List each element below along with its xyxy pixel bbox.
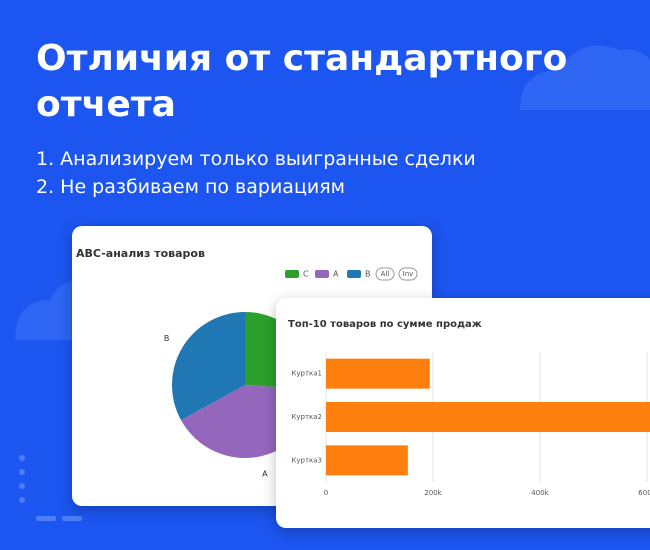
legend-label: B <box>365 270 371 279</box>
slice-label: A <box>262 469 268 478</box>
legend-button[interactable] <box>398 267 418 281</box>
slice-label: B <box>164 334 170 343</box>
bar <box>326 358 430 389</box>
pie-slice <box>172 312 245 421</box>
legend-button-label: All <box>381 270 390 278</box>
bar-chart: Топ-10 товаров по сумме продаж 0 200k 400k… <box>288 319 650 497</box>
legend-label: C <box>303 270 309 279</box>
y-tick-label: Куртка2 <box>291 413 322 421</box>
legend-button-label: Inv <box>403 270 414 278</box>
x-tick-label: 600k <box>638 489 650 497</box>
legend-swatch <box>347 270 361 278</box>
x-tick-label: 200k <box>424 489 442 497</box>
title: Отличия от стандартного отчета <box>36 38 568 125</box>
point: 1. Анализируем только выигранные сделки <box>36 148 476 170</box>
y-tick-label: Куртка1 <box>291 370 322 378</box>
bar-card: Топ-10 товаров по сумме продаж 0 200k 400k… <box>276 298 650 528</box>
point: 2. Не разбиваем по вариациям <box>36 176 345 198</box>
chart-title: Топ-10 товаров по сумме продаж <box>288 319 482 330</box>
bar <box>326 402 650 432</box>
bar <box>326 445 408 476</box>
legend-swatch <box>315 270 329 278</box>
chart-title: ABC-анализ товаров <box>76 247 205 260</box>
y-tick-label: Куртка3 <box>291 456 322 464</box>
legend-swatch <box>285 270 299 278</box>
legend-button[interactable] <box>375 267 395 281</box>
x-tick-label: 0 <box>324 489 328 497</box>
legend-label: A <box>333 270 339 279</box>
x-tick-label: 400k <box>531 489 549 497</box>
